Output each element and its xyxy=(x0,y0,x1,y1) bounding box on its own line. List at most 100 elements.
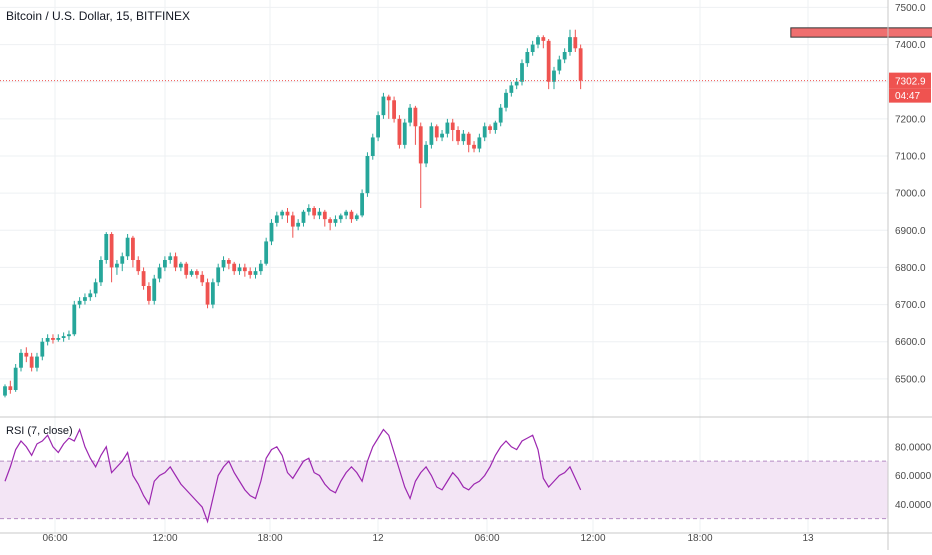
candle-body xyxy=(338,215,343,220)
candle-body xyxy=(184,263,189,275)
price-tick-label: 7200.0 xyxy=(895,114,926,125)
candle-body xyxy=(274,215,279,223)
candle-body xyxy=(40,341,45,357)
rsi-band-fill xyxy=(0,461,888,519)
candle-body xyxy=(93,282,98,294)
candle-body xyxy=(280,211,285,216)
price-tick-label: 7500.0 xyxy=(895,3,926,14)
candle-body xyxy=(115,263,119,268)
countdown-tag xyxy=(889,88,931,103)
candle-body xyxy=(322,211,327,220)
candle-body xyxy=(248,271,253,275)
candle-body xyxy=(386,96,391,101)
candle-body xyxy=(285,211,290,216)
candle-body xyxy=(83,297,87,301)
candle-body xyxy=(194,271,199,275)
candle-body xyxy=(51,338,55,340)
candle-body xyxy=(504,92,508,108)
candle-body xyxy=(466,133,471,145)
time-tick-label: 18:00 xyxy=(257,533,282,544)
candle-body xyxy=(301,211,306,223)
candle-body xyxy=(482,126,487,138)
candle-body xyxy=(290,215,295,227)
price-tick-label: 6800.0 xyxy=(895,263,926,274)
candle-body xyxy=(402,122,407,145)
candle-body xyxy=(557,59,562,71)
price-tick-label: 7100.0 xyxy=(895,152,926,163)
candle-body xyxy=(24,352,29,357)
candle-body xyxy=(381,96,386,116)
candle-body xyxy=(328,219,333,223)
rsi-line xyxy=(4,427,582,524)
candle-body xyxy=(578,48,583,81)
candle-body xyxy=(349,211,354,220)
chart-title: Bitcoin / U.S. Dollar, 15, BITFINEX xyxy=(6,9,191,23)
candle-body xyxy=(189,271,194,275)
countdown-label: 04:47 xyxy=(895,91,920,102)
time-tick-label: 12:00 xyxy=(152,533,177,544)
candle-body xyxy=(77,300,82,305)
candle-body xyxy=(242,267,247,272)
candle-body xyxy=(136,260,141,272)
candle-body xyxy=(72,304,77,335)
candle-body xyxy=(424,144,428,164)
price-tick-label: 6600.0 xyxy=(895,337,926,348)
candle-body xyxy=(418,126,423,164)
candle-body xyxy=(445,122,450,134)
candle-body xyxy=(546,40,551,82)
candle-body xyxy=(232,263,237,272)
candle-body xyxy=(3,386,7,396)
candle-body xyxy=(376,115,380,138)
rsi-layer xyxy=(4,427,582,524)
candle-body xyxy=(163,260,167,268)
candle-body xyxy=(147,286,151,301)
candle-body xyxy=(152,278,157,301)
candle-body xyxy=(258,263,263,272)
time-tick-label: 13 xyxy=(802,533,814,544)
candle-body xyxy=(45,338,50,342)
candle-body xyxy=(450,122,455,130)
candle-layer xyxy=(3,27,932,398)
rsi-band-layer xyxy=(0,460,888,520)
candle-body xyxy=(573,37,578,49)
candle-body xyxy=(253,271,258,275)
candle-body xyxy=(88,293,93,298)
price-tick-label: 6900.0 xyxy=(895,226,926,237)
candle-body xyxy=(125,237,130,257)
candle-body xyxy=(365,156,370,194)
candle-body xyxy=(440,133,444,138)
candle-body xyxy=(131,237,135,260)
candle-body xyxy=(536,37,540,45)
last-price-tag xyxy=(889,72,931,89)
candle-body xyxy=(493,122,498,130)
candle-body xyxy=(520,63,524,82)
candle-body xyxy=(210,282,215,305)
candle-body xyxy=(141,271,146,286)
candle-body xyxy=(392,100,396,119)
candle-body xyxy=(99,260,103,283)
candle-body xyxy=(13,367,18,390)
candle-body xyxy=(525,52,530,64)
candle-body xyxy=(434,126,439,138)
candle-body xyxy=(226,260,231,264)
candle-body xyxy=(178,263,183,268)
candle-body xyxy=(397,118,402,145)
candle-body xyxy=(472,144,476,149)
candle-body xyxy=(530,44,535,52)
rsi-tick-label: 60.0000 xyxy=(895,471,932,482)
candle-body xyxy=(333,219,338,223)
candle-body xyxy=(360,193,365,216)
candle-body xyxy=(216,267,221,283)
resistance-zone xyxy=(790,27,932,38)
candle-body xyxy=(568,37,572,52)
candle-body xyxy=(221,260,226,268)
rsi-indicator-label: RSI (7, close) xyxy=(6,425,73,437)
rsi-tick-label: 80.0000 xyxy=(895,442,932,453)
candle-body xyxy=(56,338,61,340)
candle-body xyxy=(237,267,242,272)
candle-body xyxy=(413,107,418,127)
candle-body xyxy=(104,234,109,260)
